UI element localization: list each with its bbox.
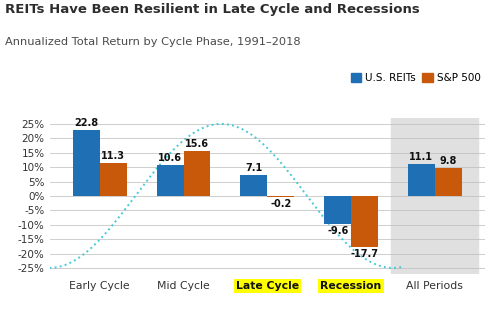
Text: 15.6: 15.6 (185, 139, 209, 149)
Bar (324, 196, 351, 224)
Text: -9.6: -9.6 (327, 225, 348, 236)
Bar (351, 196, 378, 247)
Text: 10.6: 10.6 (158, 153, 182, 163)
Text: 7.1: 7.1 (245, 164, 262, 174)
Bar (391, 118, 478, 274)
Bar (267, 196, 294, 197)
Text: Annualized Total Return by Cycle Phase, 1991–2018: Annualized Total Return by Cycle Phase, … (5, 37, 300, 47)
Legend: U.S. REITs, S&P 500: U.S. REITs, S&P 500 (346, 69, 485, 87)
Text: 11.3: 11.3 (101, 151, 125, 161)
Text: Late Cycle: Late Cycle (236, 281, 299, 291)
Text: 22.8: 22.8 (74, 118, 99, 128)
Text: Early Cycle: Early Cycle (69, 281, 130, 291)
Text: 9.8: 9.8 (440, 156, 457, 166)
Bar (157, 165, 184, 196)
Bar (184, 151, 210, 196)
Bar (73, 130, 100, 196)
Text: Mid Cycle: Mid Cycle (157, 281, 210, 291)
Text: -17.7: -17.7 (350, 249, 379, 259)
Text: REITs Have Been Resilient in Late Cycle and Recessions: REITs Have Been Resilient in Late Cycle … (5, 3, 420, 16)
Text: All Periods: All Periods (406, 281, 463, 291)
Bar (100, 163, 127, 196)
Bar (408, 164, 435, 196)
Bar (435, 168, 462, 196)
Text: -0.2: -0.2 (270, 198, 292, 208)
Text: 11.1: 11.1 (409, 152, 434, 162)
Bar (241, 175, 267, 196)
Text: Recession: Recession (320, 281, 382, 291)
